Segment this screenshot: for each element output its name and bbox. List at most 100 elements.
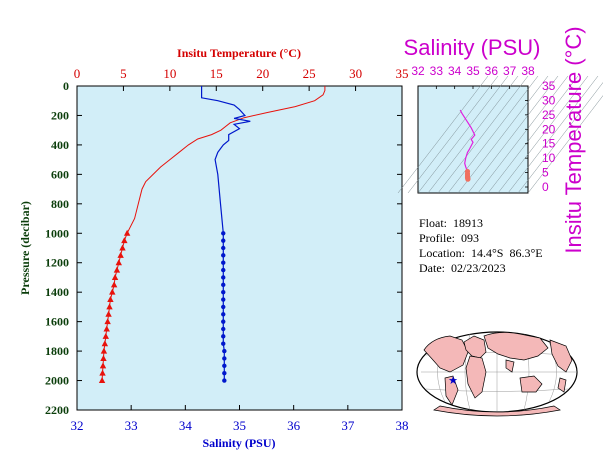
salinity-marker	[222, 363, 227, 369]
ts-plot-area	[417, 85, 529, 194]
temperature-tick-label: 10	[163, 66, 176, 81]
ts-salinity-tick-label: 33	[430, 64, 444, 78]
pressure-tick-label: 800	[51, 197, 69, 211]
ts-temperature-tick-label: 30	[542, 93, 556, 107]
ts-temperature-tick-label: 15	[542, 137, 556, 151]
temperature-marker	[110, 281, 118, 288]
pressure-tick-labels: 0 200 400 600 800 1000 1200 1400 1600 1800 2000 220…	[45, 79, 69, 417]
temperature-marker	[98, 377, 106, 384]
salinity-marker	[221, 312, 226, 317]
ts-salinity-tick-label: 32	[411, 64, 425, 78]
temperature-marker	[111, 273, 119, 280]
salinity-marker	[221, 319, 226, 324]
salinity-tick-labels: 32 33 34 35 36 37 38	[71, 418, 409, 433]
ts-salinity-tick-label: 34	[448, 64, 462, 78]
ts-deep-point	[465, 176, 471, 182]
salinity-tick-label: 33	[125, 418, 138, 433]
ts-contour	[457, 75, 549, 194]
temperature-tick-label: 0	[74, 66, 81, 81]
temperature-marker	[109, 288, 116, 295]
salinity-marker	[221, 245, 226, 251]
salinity-marker	[221, 275, 226, 280]
salinity-marker	[221, 253, 226, 258]
temperature-marker	[104, 318, 111, 325]
profile-date: Date: 02/23/2023	[419, 261, 506, 275]
main-profile-chart: 0 5 10 15 20 25 30 35 32 33 34 35 36 37 38 0 200 400 600…	[18, 46, 409, 450]
ts-salinity-tick-labels: 32 33 34 35 36 37 38	[411, 64, 535, 78]
salinity-tick-label: 34	[179, 418, 193, 433]
temperature-marker	[117, 251, 124, 258]
temperature-marker	[115, 259, 122, 266]
salinity-tick-label: 38	[396, 418, 409, 433]
salinity-marker	[221, 334, 226, 339]
ts-contour	[527, 95, 603, 194]
salinity-marker	[222, 356, 227, 361]
map-land	[423, 332, 573, 417]
temperature-tick-label: 25	[303, 66, 316, 81]
salinity-marker	[222, 378, 227, 383]
ts-contour	[487, 75, 579, 194]
pressure-tick-label: 1000	[45, 226, 69, 240]
salinity-marker	[221, 231, 226, 236]
pressure-tick-label: 1200	[45, 256, 69, 270]
ts-deep-points	[464, 168, 471, 182]
temperature-marker	[106, 303, 113, 310]
location-map: ★	[416, 331, 578, 417]
ts-salinity-tick-label: 38	[521, 64, 535, 78]
pressure-tick-label: 2000	[45, 374, 69, 388]
salinity-marker	[221, 260, 226, 265]
temperature-marker	[100, 354, 107, 361]
ts-temperature-tick-label: 25	[542, 108, 556, 122]
salinity-marker	[221, 289, 226, 295]
ts-contour	[507, 75, 599, 194]
temperature-tick-label: 35	[396, 66, 409, 81]
temperature-tick-label: 20	[256, 66, 269, 81]
temperature-marker	[107, 296, 114, 303]
temperature-markers	[98, 229, 131, 384]
ts-y-axis-title: Insitu Temperature (°C)	[561, 26, 586, 253]
pressure-tick-label: 600	[51, 167, 69, 181]
salinity-marker	[221, 238, 226, 243]
ts-density-contours	[397, 75, 603, 194]
pressure-tick-label: 1800	[45, 344, 69, 358]
float-location: Location: 14.4°S 86.3°E	[419, 246, 543, 260]
pressure-tick-label: 1600	[45, 315, 69, 329]
ts-temperature-tick-label: 20	[542, 122, 556, 136]
temperature-marker	[99, 369, 106, 376]
main-plot-area	[76, 85, 403, 411]
temperature-marker	[123, 229, 131, 236]
pressure-tick-label: 200	[51, 108, 69, 122]
ts-salinity-tick-label: 35	[466, 64, 480, 78]
ts-temperature-tick-label: 5	[542, 166, 549, 180]
ts-contour	[467, 75, 559, 194]
temperature-marker	[101, 340, 109, 347]
temperature-marker	[99, 362, 107, 369]
salinity-marker	[222, 370, 227, 376]
ts-temperature-tick-label: 35	[542, 79, 556, 93]
salinity-marker	[221, 304, 226, 310]
ts-salinity-tick-label: 36	[485, 64, 499, 78]
temperature-marker	[119, 244, 126, 251]
ts-temperature-tick-label: 10	[542, 151, 556, 165]
temperature-axis-title: Insitu Temperature (°C)	[177, 46, 301, 60]
temperature-marker	[102, 332, 109, 339]
salinity-tick-label: 35	[233, 418, 246, 433]
ts-title: Salinity (PSU)	[404, 35, 541, 60]
temperature-tick-label: 5	[120, 66, 127, 81]
ts-contour	[427, 75, 519, 194]
ts-axis-ticks	[417, 85, 529, 188]
main-axis-ticks	[76, 85, 403, 411]
salinity-marker	[221, 341, 226, 346]
temperature-marker	[113, 266, 121, 273]
ts-contour	[397, 75, 489, 194]
salinity-tick-label: 32	[71, 418, 84, 433]
profile-number: Profile: 093	[419, 231, 479, 245]
float-id: Float: 18913	[419, 216, 484, 230]
pressure-tick-label: 2200	[45, 403, 69, 417]
pressure-tick-label: 400	[51, 138, 69, 152]
ts-salinity-tick-label: 37	[503, 64, 517, 78]
temperature-marker	[100, 347, 108, 354]
salinity-marker	[221, 267, 226, 273]
